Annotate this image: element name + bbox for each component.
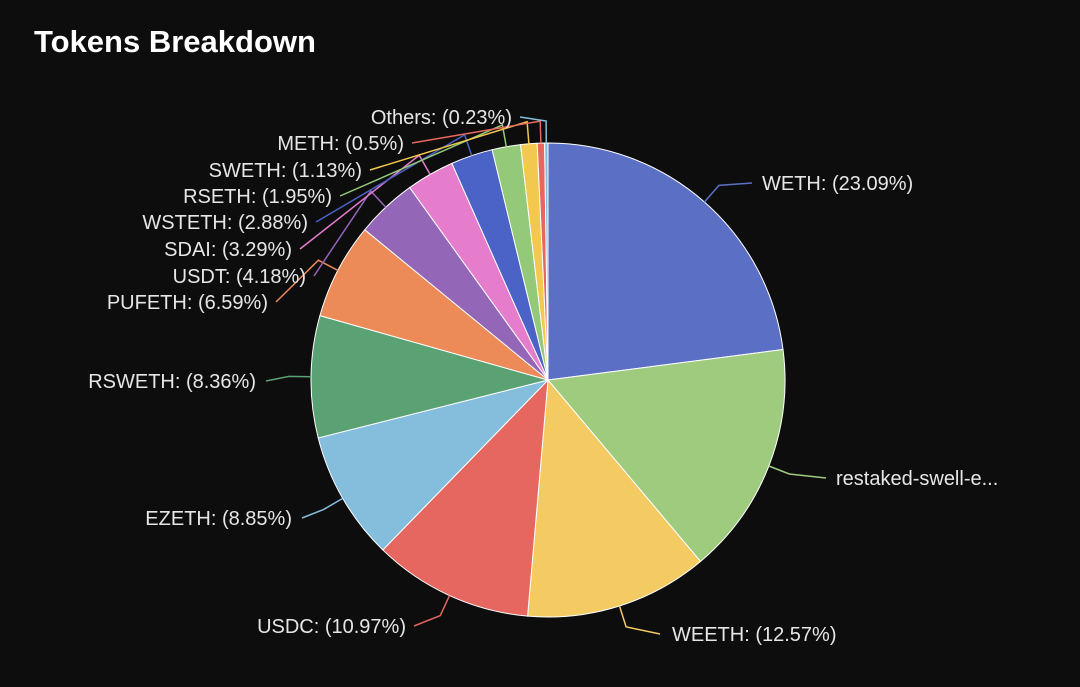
pie-slice-rsweth[interactable] (310, 315, 550, 439)
leader-line-weth (703, 182, 753, 203)
leader-line-wsteth (315, 133, 473, 223)
leader-line-weeth (618, 605, 661, 635)
slice-label-rseth: RSETH: (1.95%) (183, 186, 332, 208)
slice-label-pufeth: PUFETH: (6.59%) (107, 292, 268, 314)
chart-title: Tokens Breakdown (34, 24, 316, 59)
slice-label-usdt: USDT: (4.18%) (173, 266, 306, 288)
slice-label-weeth: WEETH: (12.57%) (672, 624, 836, 646)
slice-label-sweth: SWETH: (1.13%) (209, 160, 362, 182)
leader-line-ezeth (301, 497, 344, 519)
pie-slice-usdc[interactable] (382, 378, 549, 617)
leader-line-sweth (369, 120, 530, 171)
slice-label-others: Others: (0.23%) (371, 107, 512, 129)
pie-slice-others[interactable] (544, 142, 549, 381)
slice-label-meth: METH: (0.5%) (277, 133, 404, 155)
pie-labels: WETH: (23.09%) restaked-swell-e... WEETH: … (88, 107, 998, 646)
leader-line-usdc (413, 595, 451, 627)
pie-leader-lines (265, 116, 827, 635)
leader-line-usdt (313, 189, 387, 277)
pie-slice-weeth[interactable] (527, 378, 702, 618)
slice-label-weth: WETH: (23.09%) (762, 173, 913, 195)
slice-label-ezeth: EZETH: (8.85%) (145, 508, 292, 530)
pie-slice-weth[interactable] (547, 142, 784, 381)
pie-slice-restaked-swell-e[interactable] (547, 348, 786, 563)
slice-label-rsweth: RSWETH: (8.36%) (88, 371, 256, 393)
slice-label-wsteth: WSTETH: (2.88%) (142, 212, 308, 234)
leader-line-rseth (339, 123, 508, 197)
pie-slices (310, 142, 786, 618)
slice-label-sdai: SDAI: (3.29%) (164, 239, 292, 261)
leader-line-restaked-swell-e (768, 465, 827, 479)
leader-line-others (519, 116, 548, 144)
slice-label-restaked-swell-e: restaked-swell-e... (836, 468, 998, 490)
slice-label-usdc: USDC: (10.97%) (257, 616, 406, 638)
leader-line-pufeth (275, 259, 339, 303)
leader-line-rsweth (265, 375, 312, 382)
pie-slice-ezeth[interactable] (317, 379, 550, 551)
leader-line-meth (411, 120, 542, 144)
